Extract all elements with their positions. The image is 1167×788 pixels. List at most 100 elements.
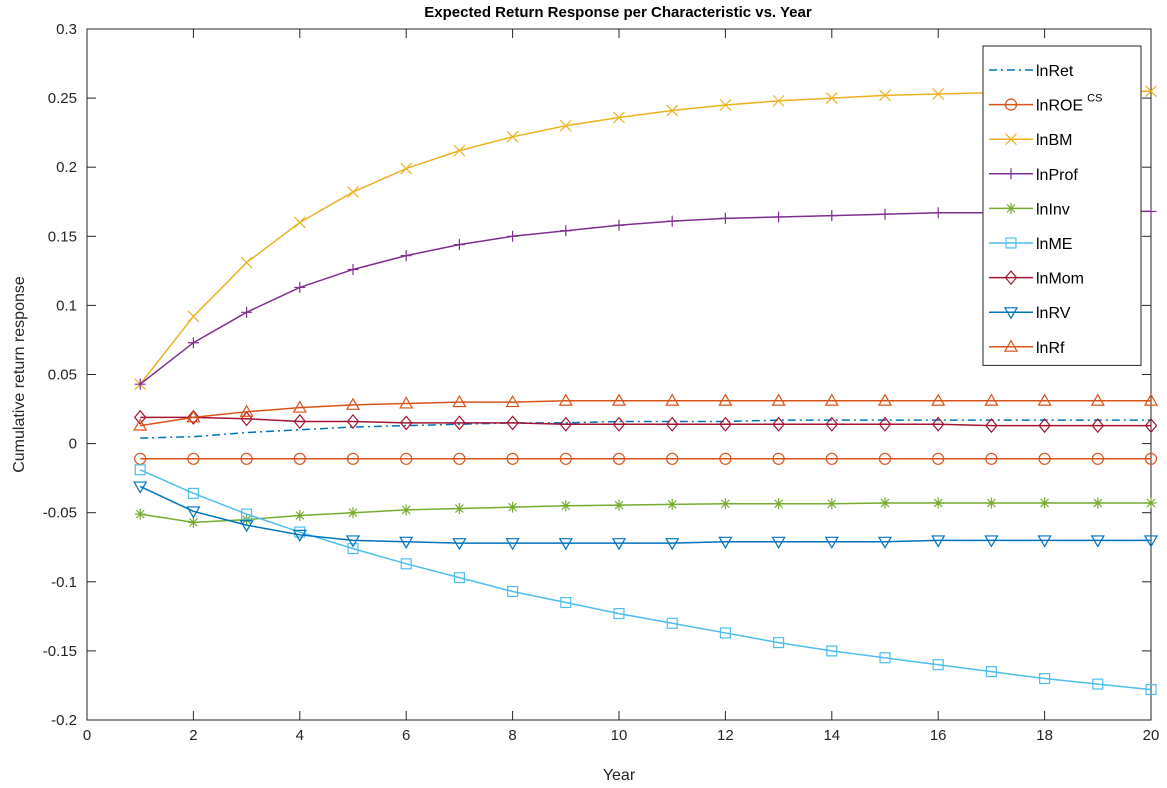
point-lnMom (825, 416, 839, 432)
x-tick-label: 14 (823, 727, 840, 744)
y-tick-label: 0.25 (48, 90, 77, 107)
chart-title: Expected Return Response per Characteris… (424, 4, 812, 21)
point-lnInv (187, 516, 199, 528)
legend-marker (1005, 237, 1017, 249)
axis-ticks: 0 2 4 6 8 10 12 14 16 18 20 -0.2 -0.15 -0.1 -0.05 0 0.05… (43, 21, 1160, 744)
point-lnBM (666, 104, 679, 117)
point-lnMom (612, 416, 626, 432)
y-tick-label: 0.05 (48, 367, 77, 384)
x-tick-label: 8 (508, 727, 516, 744)
series-lnRf (133, 393, 1159, 431)
point-lnME (1145, 684, 1157, 696)
legend-marker (1005, 202, 1017, 214)
point-lnROE (719, 452, 732, 465)
point-lnProf (1145, 205, 1157, 217)
legend-marker (1004, 98, 1018, 111)
point-lnROE (506, 452, 519, 465)
y-tick-label: -0.1 (51, 574, 77, 591)
point-lnInv (1092, 497, 1104, 509)
point-lnME (1039, 672, 1051, 685)
point-lnRV (1037, 535, 1052, 548)
point-lnBM (453, 144, 466, 157)
point-lnRf (345, 397, 361, 410)
point-lnRV (984, 535, 999, 548)
point-lnME (400, 558, 412, 570)
point-lnME (826, 645, 838, 657)
y-tick-label: -0.05 (43, 505, 77, 522)
series-line-lnInv (140, 502, 1151, 524)
legend-marker (1003, 307, 1019, 320)
point-lnMom (1144, 418, 1158, 434)
series-lnRV (133, 481, 1159, 551)
series-lnMom (133, 409, 1158, 434)
x-axis-title: Year (603, 767, 636, 784)
point-lnInv (879, 497, 891, 509)
point-lnInv (932, 497, 944, 509)
point-lnMom (506, 415, 519, 431)
legend-superscript: CS (1087, 93, 1102, 105)
series-lnME (134, 464, 1157, 696)
point-lnRV (345, 535, 361, 548)
point-lnROE (1038, 452, 1051, 465)
point-lnProf (347, 263, 359, 275)
point-lnRf (558, 393, 573, 406)
point-lnInv (560, 500, 572, 512)
point-lnRf (133, 418, 148, 431)
point-lnRV (133, 481, 148, 494)
legend-entry: lnInv (989, 201, 1070, 218)
x-tick-label: 12 (717, 727, 734, 744)
point-lnME (453, 572, 465, 584)
point-lnInv (294, 509, 306, 521)
legend-entry: lnRV (989, 305, 1071, 322)
point-lnBM (1145, 85, 1157, 98)
legend-label: lnBM (1036, 132, 1072, 149)
point-lnROE (346, 452, 360, 465)
point-lnInv (400, 504, 412, 516)
point-lnME (347, 543, 359, 555)
point-lnBM (240, 256, 253, 269)
series-lnRet (140, 419, 1151, 439)
point-lnBM (559, 119, 572, 132)
point-lnProf (453, 239, 465, 251)
legend-label: lnME (1036, 236, 1072, 253)
point-lnMom (878, 416, 892, 432)
point-lnROE (932, 452, 945, 465)
point-lnME (241, 508, 253, 520)
point-lnRf (1037, 393, 1052, 406)
point-lnProf (826, 210, 838, 222)
point-lnMom (931, 416, 945, 432)
point-lnROE (1144, 452, 1158, 465)
point-lnROE (453, 452, 466, 465)
point-lnROE (134, 452, 147, 465)
legend-entry: lnProf (989, 167, 1078, 184)
legend-marker (1003, 339, 1019, 352)
point-lnROE (293, 452, 306, 465)
point-lnME (613, 608, 625, 620)
point-lnRf (718, 393, 733, 406)
point-lnME (932, 659, 944, 671)
point-lnProf (507, 230, 519, 242)
point-lnROE (1091, 452, 1104, 465)
legend-label: lnInv (1036, 201, 1070, 218)
x-tick-label: 20 (1143, 727, 1160, 744)
point-lnRV (558, 538, 573, 551)
point-lnRV (239, 520, 254, 533)
point-lnRV (718, 536, 733, 549)
point-lnME (985, 666, 997, 678)
legend-marker (1005, 133, 1017, 146)
point-lnProf (773, 211, 785, 223)
point-lnRf (877, 393, 893, 406)
point-lnRV (877, 536, 893, 549)
point-lnMom (133, 409, 147, 425)
point-lnInv (985, 497, 997, 509)
point-lnProf (134, 378, 146, 390)
point-lnInv (826, 498, 838, 510)
x-tick-label: 4 (296, 727, 304, 744)
point-lnInv (773, 498, 785, 510)
point-lnInv (666, 498, 678, 510)
point-lnMom (772, 416, 785, 432)
legend-entry: lnME (989, 236, 1072, 253)
point-lnME (1092, 678, 1104, 690)
point-lnMom (719, 416, 732, 432)
